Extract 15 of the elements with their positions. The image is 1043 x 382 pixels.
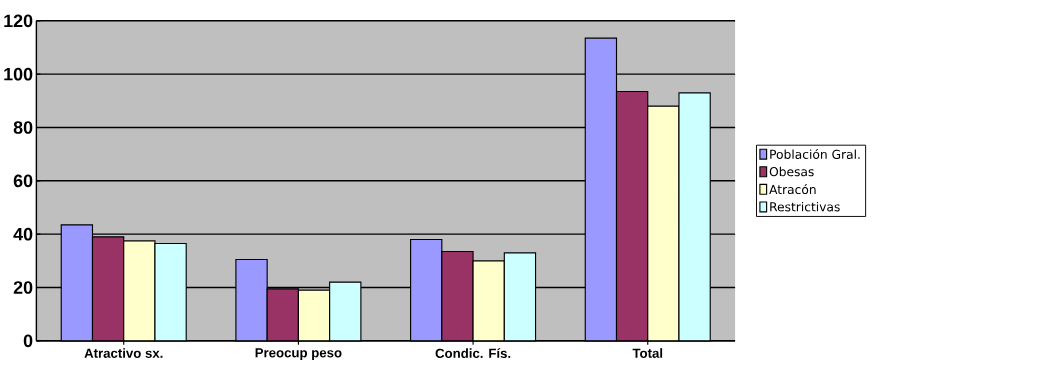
legend-label: Atracón bbox=[769, 184, 816, 195]
y-tick-label: 80 bbox=[13, 121, 33, 135]
y-tick-label: 40 bbox=[13, 228, 33, 241]
legend-label: Obesas bbox=[769, 167, 814, 177]
x-tick-label: Total bbox=[632, 348, 663, 359]
x-tick-label: Condic. Fís. bbox=[435, 348, 511, 359]
legend-label: Restrictivas bbox=[770, 202, 840, 212]
y-tick-label: 100 bbox=[4, 68, 33, 81]
y-tick-label: 60 bbox=[13, 174, 33, 188]
x-tick-label: Preocup peso bbox=[255, 348, 342, 361]
x-tick-label: Atractivo sx. bbox=[84, 348, 163, 359]
legend-label: Población Gral. bbox=[770, 149, 860, 160]
y-tick-label: 20 bbox=[13, 281, 33, 295]
y-tick-label: 0 bbox=[23, 334, 33, 348]
y-tick-label: 120 bbox=[4, 14, 33, 28]
